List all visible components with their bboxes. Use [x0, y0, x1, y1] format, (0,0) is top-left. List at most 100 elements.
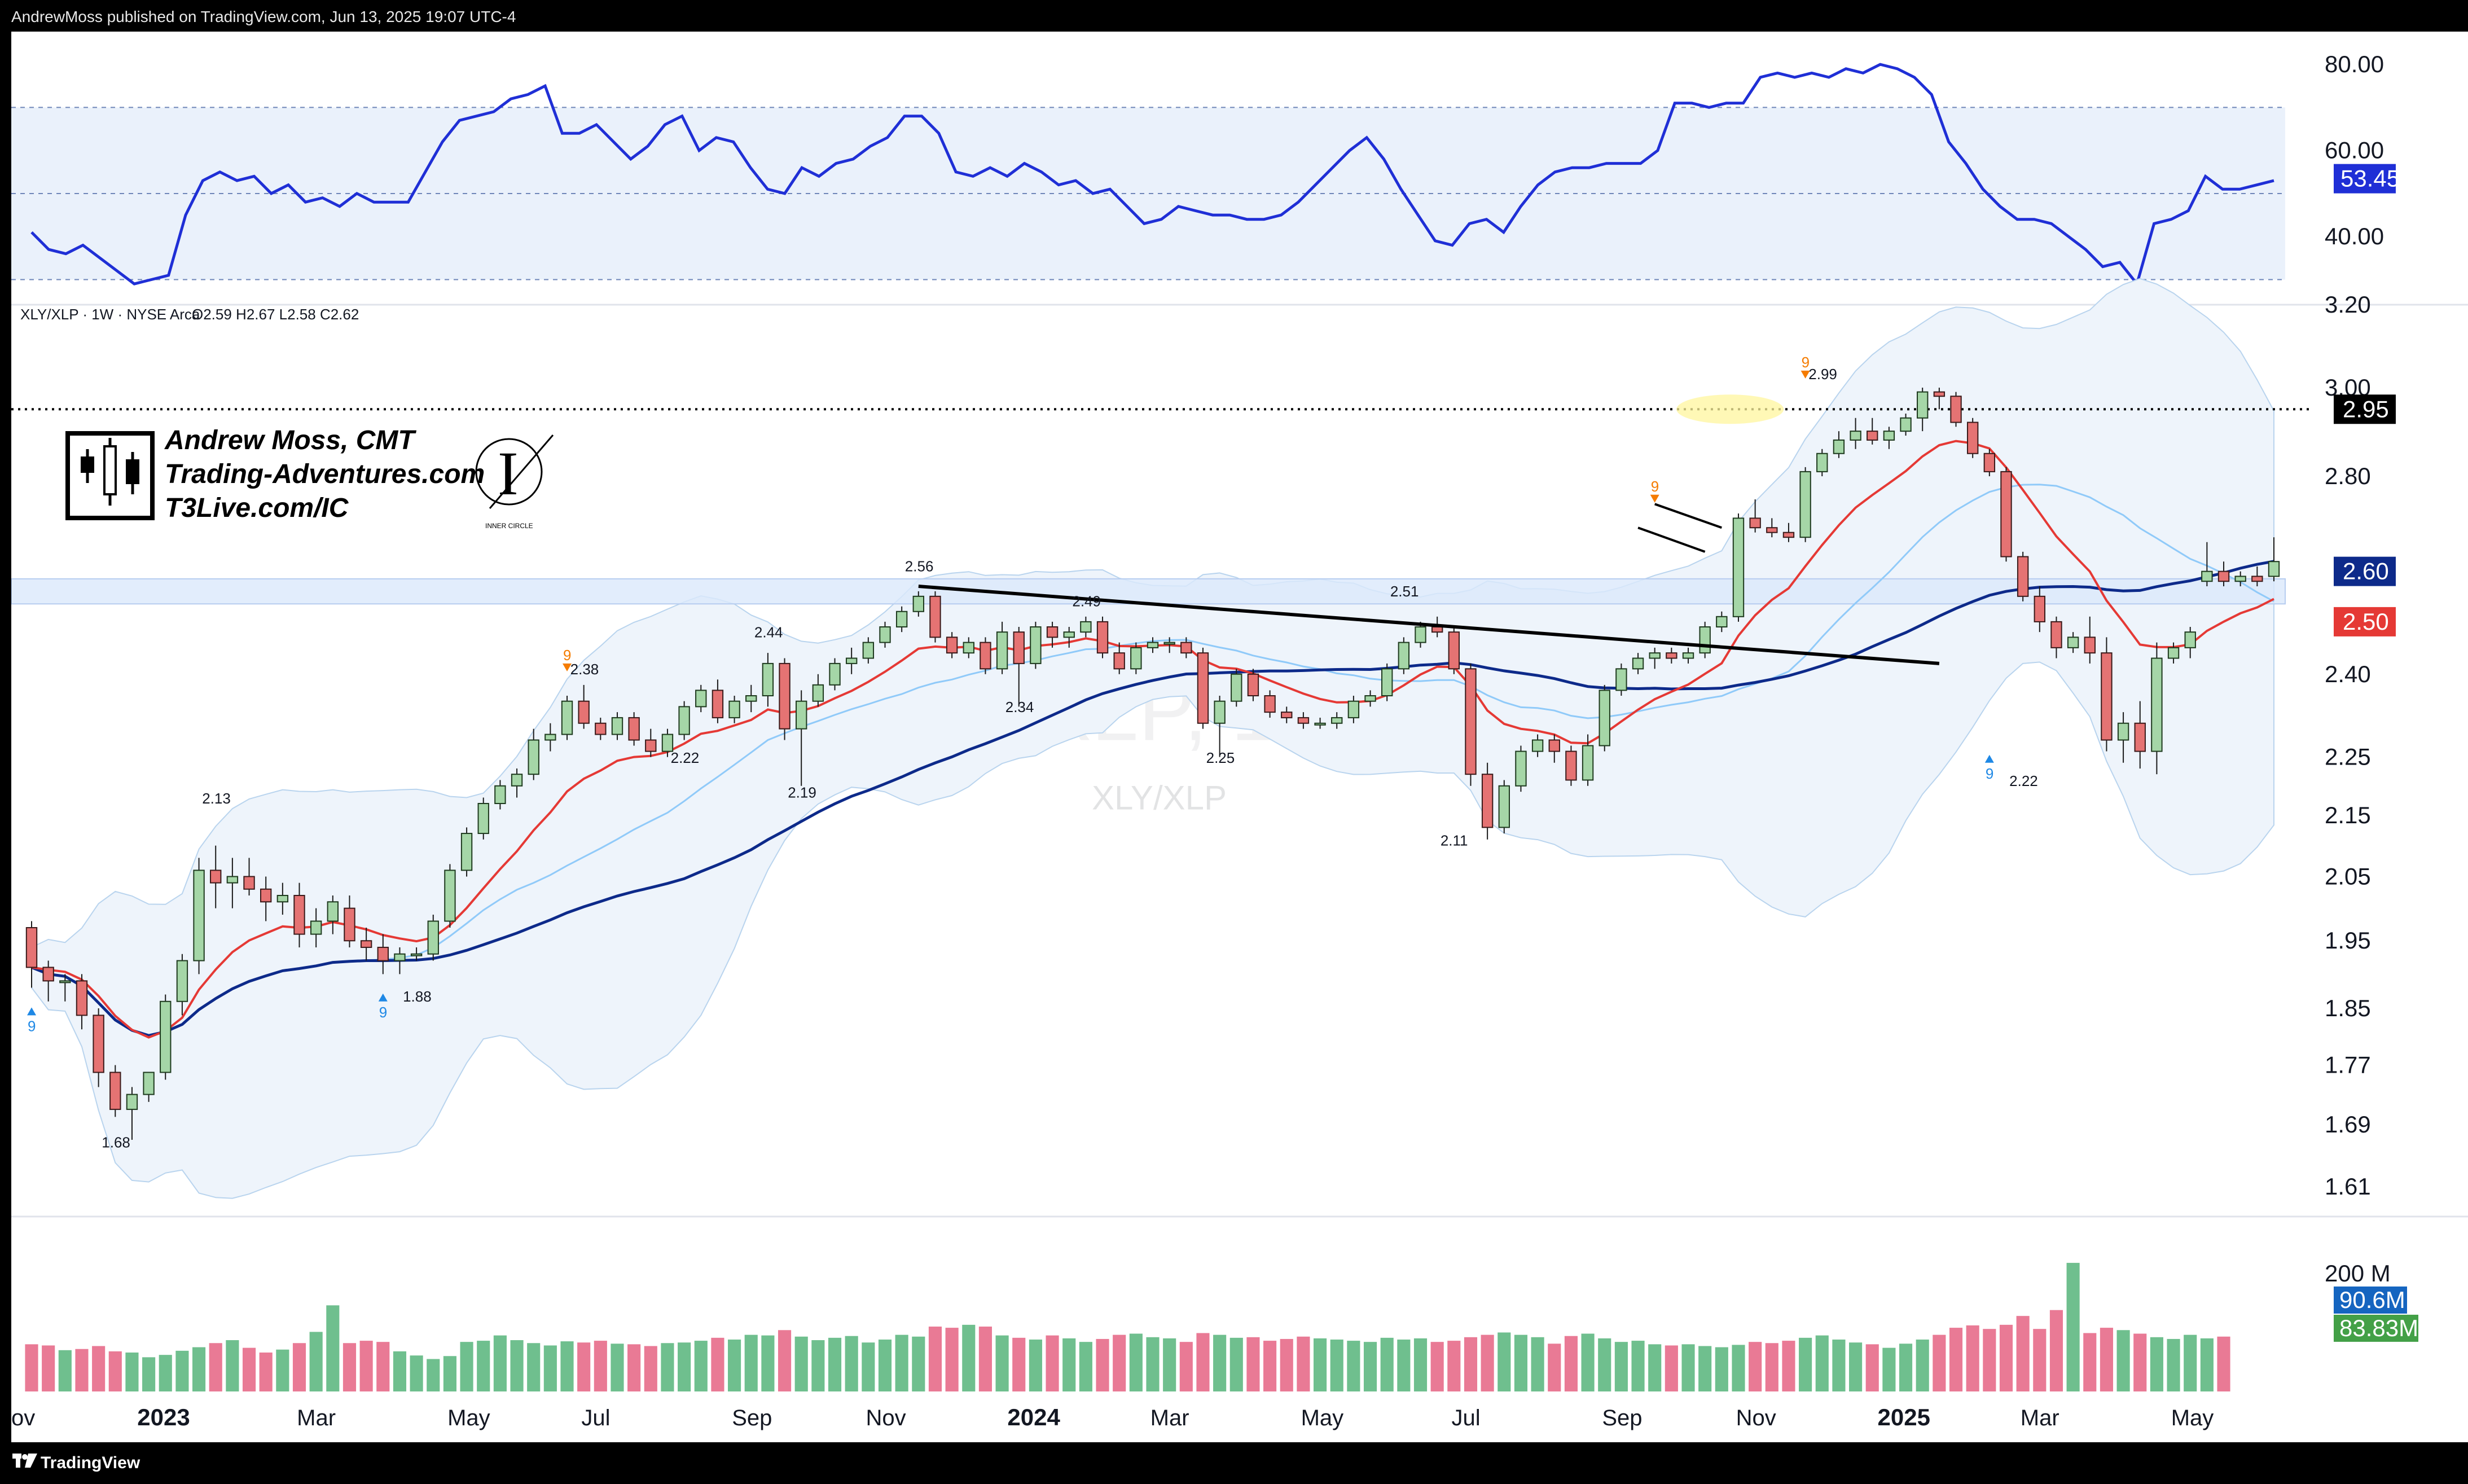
candle-body [410, 953, 423, 956]
candle-body [2234, 576, 2246, 582]
volume-bar [661, 1343, 674, 1391]
td-marker-count: 9 [379, 1004, 387, 1021]
candle-body [2067, 636, 2079, 648]
td-marker-count: 9 [1651, 478, 1659, 495]
rsi-pane[interactable]: 80.00 60.00 40.00 53.45 [11, 51, 2468, 306]
flag-line-upper [1654, 503, 1722, 529]
time-axis[interactable]: ov 2023 Mar May Jul Sep Nov 2024 Mar May Jul Sep Nov… [11, 1404, 2214, 1430]
candle-body [1013, 631, 1025, 664]
time-axis-label: 2025 [1878, 1404, 1930, 1430]
candle-body [2034, 595, 2045, 622]
chart-svg[interactable]: 80.00 60.00 40.00 53.45 XLY/XLP, 1WXLY/XLPX… [11, 32, 2468, 1442]
candle-body [2134, 722, 2146, 752]
rsi-line [30, 63, 2274, 287]
volume-bar [1196, 1333, 1210, 1391]
candle-body [2000, 471, 2012, 557]
volume-bar [2100, 1328, 2113, 1391]
price-tick: 2.05 [2325, 863, 2371, 889]
volume-bar [92, 1346, 106, 1391]
candle-body [1113, 652, 1125, 670]
volume-bar [627, 1344, 641, 1391]
time-axis-label: Nov [1736, 1406, 1776, 1430]
flag-line-lower [1637, 526, 1706, 553]
candle-body [946, 636, 958, 654]
candle-body [996, 631, 1008, 670]
candle-body [2017, 556, 2029, 597]
volume-tag-bg [2334, 1287, 2407, 1314]
volume-bar [2217, 1336, 2230, 1391]
price-annotation: 2.51 [1390, 583, 1419, 600]
rsi-tick: 40.00 [2325, 223, 2384, 249]
volume-bar [928, 1327, 942, 1391]
candle-body [1615, 668, 1627, 691]
volume-bar [1782, 1341, 1795, 1391]
volume-bar [2150, 1337, 2163, 1391]
legend-symbol: XLY/XLP · 1W · NYSE Arca [20, 306, 200, 323]
volume-bar [1280, 1338, 1293, 1391]
volume-bar [644, 1346, 657, 1391]
td-marker-count: 9 [1802, 354, 1810, 371]
candle-body [1297, 717, 1310, 724]
candle-body [628, 717, 640, 741]
volume-bar [326, 1305, 340, 1391]
volume-bar [711, 1337, 724, 1391]
candle-body [1347, 700, 1360, 718]
tradingview-logo-icon [12, 1454, 37, 1468]
candle-body [1983, 453, 1996, 472]
volume-bar [1715, 1347, 1728, 1391]
volume-bar [2016, 1316, 2030, 1391]
volume-bar [2083, 1333, 2097, 1391]
volume-bar [1464, 1337, 1478, 1391]
candle-body [93, 1015, 104, 1073]
candle-body [444, 870, 456, 922]
volume-bar [794, 1336, 808, 1391]
candle-body [1415, 626, 1426, 643]
time-axis-label: Jul [581, 1406, 610, 1430]
candle-body [1264, 695, 1276, 713]
volume-bar [1765, 1343, 1778, 1391]
candle-body [1649, 652, 1661, 659]
candle-body [1481, 774, 1494, 828]
price-tick: 1.77 [2325, 1052, 2371, 1078]
candle-body [712, 690, 724, 718]
volume-bar [1012, 1337, 1026, 1391]
candle-body [845, 657, 858, 664]
candle-body [812, 684, 824, 702]
volume-bar [42, 1345, 55, 1391]
candle-body [1281, 712, 1293, 718]
rsi-band [11, 107, 2285, 280]
chart-panel[interactable]: 80.00 60.00 40.00 53.45 XLY/XLP, 1WXLY/XLPX… [11, 32, 2468, 1442]
price-annotation: 2.25 [1206, 749, 1235, 766]
candle-body [1766, 527, 1778, 533]
candle-body [645, 739, 657, 752]
volume-bar [443, 1356, 456, 1391]
price-tick: 1.61 [2325, 1173, 2371, 1200]
candle-body [1231, 673, 1242, 702]
candle-body [494, 785, 506, 805]
candle-body [544, 734, 556, 741]
candle-body [276, 894, 289, 903]
candle-body [1850, 431, 1861, 441]
candle-body [260, 888, 272, 903]
volume-bar [1548, 1343, 1561, 1391]
candle-body [1314, 722, 1326, 726]
candle-body [1799, 471, 1811, 538]
volume-bar [1799, 1337, 1812, 1391]
td-marker-count: 9 [28, 1017, 36, 1034]
volume-bar [108, 1351, 122, 1391]
candle-body [2050, 621, 2062, 648]
candle-body [1816, 453, 1828, 472]
time-axis-label: Mar [1150, 1406, 1189, 1430]
price-tick: 2.80 [2325, 463, 2371, 489]
candle-body [1247, 673, 1259, 697]
candle-body [1883, 431, 1895, 441]
volume-bar [276, 1349, 289, 1391]
candle-body [1582, 745, 1594, 781]
candle-body [2268, 561, 2280, 577]
volume-bar [995, 1335, 1009, 1391]
candle-body [360, 940, 372, 948]
td-marker-arrow [563, 663, 572, 671]
candle-body [2084, 636, 2096, 654]
